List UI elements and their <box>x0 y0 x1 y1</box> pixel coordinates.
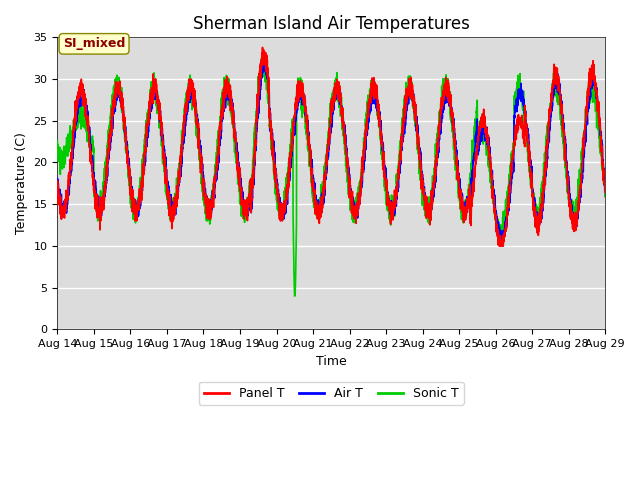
Air T <box>454 170 462 176</box>
Y-axis label: Temperature (C): Temperature (C) <box>15 132 28 234</box>
Line: Sonic T: Sonic T <box>58 56 605 296</box>
Sonic T <box>291 293 298 299</box>
Sonic T <box>602 188 609 194</box>
Air T <box>485 145 493 151</box>
Panel T <box>424 204 431 209</box>
Line: Panel T: Panel T <box>58 48 605 246</box>
Air T <box>602 180 609 185</box>
Air T <box>311 183 319 189</box>
Air T <box>262 56 269 62</box>
Sonic T <box>601 181 609 187</box>
Air T <box>54 176 61 181</box>
Air T <box>601 182 609 188</box>
Sonic T <box>454 190 462 195</box>
Panel T <box>602 186 609 192</box>
X-axis label: Time: Time <box>316 355 347 368</box>
Sonic T <box>311 207 319 213</box>
Sonic T <box>261 53 269 59</box>
Air T <box>499 242 507 248</box>
Panel T <box>152 82 159 88</box>
Sonic T <box>152 84 159 90</box>
Panel T <box>495 243 503 249</box>
Panel T <box>454 169 462 175</box>
Sonic T <box>485 149 493 155</box>
Text: SI_mixed: SI_mixed <box>63 37 125 50</box>
Air T <box>152 96 159 101</box>
Legend: Panel T, Air T, Sonic T: Panel T, Air T, Sonic T <box>198 382 464 405</box>
Line: Air T: Air T <box>58 59 605 245</box>
Panel T <box>54 183 61 189</box>
Title: Sherman Island Air Temperatures: Sherman Island Air Temperatures <box>193 15 470 33</box>
Sonic T <box>54 138 61 144</box>
Panel T <box>601 184 609 190</box>
Sonic T <box>424 212 432 218</box>
Panel T <box>259 45 266 50</box>
Panel T <box>485 153 493 158</box>
Panel T <box>311 198 319 204</box>
Air T <box>424 208 431 214</box>
